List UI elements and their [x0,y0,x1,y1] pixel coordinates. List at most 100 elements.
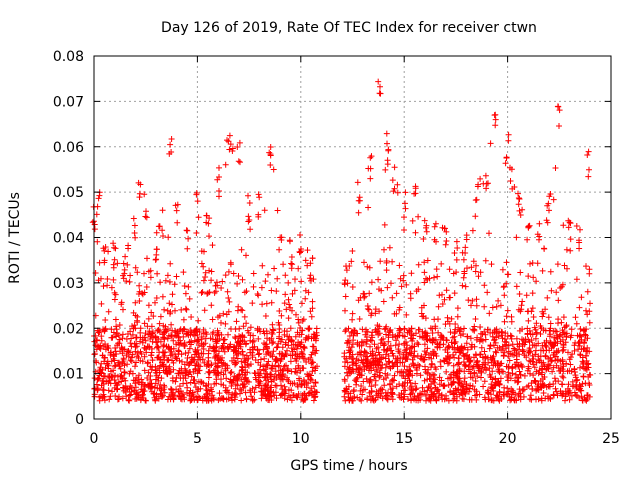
data-point-marker [188,373,195,380]
data-point-marker [256,194,263,201]
data-point-marker [467,382,474,389]
data-point-marker [486,310,493,317]
data-point-marker [431,316,438,323]
data-point-marker [225,308,232,315]
data-point-marker [565,224,572,231]
data-point-marker [580,359,587,366]
data-point-marker [548,287,555,294]
data-point-marker [309,368,316,375]
data-point-marker [527,392,534,399]
data-point-marker [249,300,256,307]
data-point-marker [567,354,574,361]
data-point-marker [127,340,134,347]
data-point-marker [489,304,496,311]
data-point-marker [294,345,300,352]
data-point-marker [208,302,215,309]
data-point-marker [461,344,468,351]
data-point-marker [206,343,213,350]
data-point-marker [250,283,257,290]
data-point-marker [220,310,227,317]
data-point-marker [515,375,522,382]
data-point-marker [289,290,296,297]
data-point-marker [358,338,365,345]
data-point-marker [231,347,238,354]
data-point-marker [406,363,413,370]
data-point-marker [129,370,136,377]
data-point-marker [175,333,182,340]
data-point-marker [429,360,436,367]
data-point-marker [199,395,206,402]
data-point-marker [236,371,243,378]
data-point-marker [285,279,292,286]
data-point-marker [583,263,589,270]
data-point-marker [95,195,102,202]
data-point-marker [212,288,219,295]
data-point-marker [375,349,382,356]
data-point-marker [341,350,348,357]
data-point-marker [312,394,318,401]
data-point-marker [584,344,591,351]
data-point-marker [119,375,126,382]
data-point-marker [364,396,371,403]
data-point-marker [407,290,414,297]
data-point-marker [488,261,495,268]
data-point-marker [267,352,274,359]
data-point-marker [184,245,191,252]
data-point-marker [497,302,504,309]
data-point-marker [382,370,389,377]
data-point-marker [545,362,552,369]
data-point-marker [349,341,356,348]
data-point-marker [418,353,425,360]
data-point-marker [552,165,559,171]
data-point-marker [539,366,546,373]
data-point-marker [308,360,315,367]
data-point-marker [584,392,591,399]
data-point-marker [173,207,180,214]
data-point-marker [582,332,589,339]
data-point-marker [141,320,148,327]
data-point-marker [583,352,590,359]
data-point-marker [298,248,305,255]
data-point-marker [97,364,104,371]
data-point-marker [453,369,460,376]
data-point-marker [188,314,195,320]
data-point-marker [350,368,357,375]
data-point-marker [533,387,540,394]
data-point-marker [153,339,160,346]
data-point-marker [351,327,358,334]
data-point-marker [228,326,234,332]
data-point-marker [584,361,591,368]
data-point-marker [132,325,139,332]
data-point-marker [110,276,117,283]
data-point-marker [239,276,246,283]
data-point-marker [444,314,451,321]
data-point-marker [453,256,460,263]
data-point-marker [100,283,107,290]
data-point-marker [227,259,234,266]
data-point-marker [366,290,373,297]
data-point-marker [519,206,526,213]
data-point-marker [243,320,250,327]
data-point-marker [212,282,219,289]
data-point-marker [396,325,403,332]
data-point-marker [483,367,489,374]
data-point-marker [235,273,242,279]
data-point-marker [526,396,533,403]
chart-title: Day 126 of 2019, Rate Of TEC Index for r… [161,20,537,36]
data-point-marker [434,273,441,280]
data-point-marker [209,336,216,343]
data-point-marker [518,302,525,309]
data-point-marker [348,329,355,336]
data-point-marker [256,350,263,357]
data-point-marker [482,172,489,179]
data-point-marker [243,252,249,259]
data-point-marker [252,357,259,363]
data-point-marker [389,177,396,184]
data-point-marker [119,331,126,338]
data-point-marker [540,310,547,317]
data-point-marker [413,288,420,295]
data-point-marker [586,319,593,326]
data-point-marker [516,386,523,393]
data-point-marker [586,166,592,173]
data-point-marker [233,360,239,367]
